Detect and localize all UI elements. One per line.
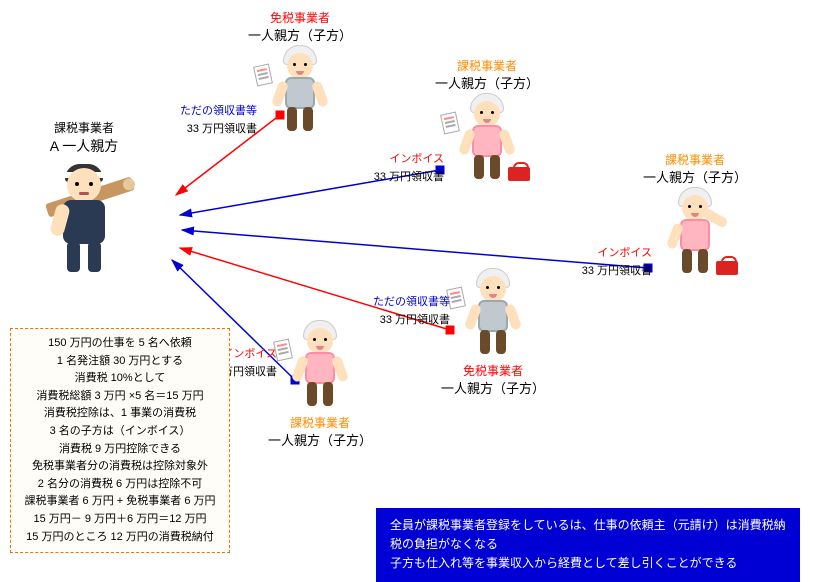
doc-type: インボイス bbox=[582, 244, 652, 260]
worker-doc: インボイス 33 万円領収書 bbox=[374, 148, 444, 184]
boss-status: 課税事業者 bbox=[39, 120, 129, 137]
infobox-line: 2 名分の消費税 6 万円は控除不可 bbox=[15, 476, 225, 494]
worker-status: 免税事業者 bbox=[418, 363, 568, 380]
worker-doc: ただの領収書等 33 万円領収書 bbox=[180, 100, 257, 136]
doc-type: ただの領収書等 bbox=[373, 293, 450, 309]
calculation-infobox: 150 万円の仕事を 5 名へ依頼1 名発注額 30 万円とする消費税 10%と… bbox=[10, 328, 230, 553]
infobox-line: 15 万円－ 9 万円＋6 万円＝12 万円 bbox=[15, 511, 225, 529]
worker-figure bbox=[285, 320, 355, 410]
worker-node-w4: ただの領収書等 33 万円領収書 免税事業者 一人親方（子方） bbox=[418, 268, 568, 398]
worker-status: 課税事業者 bbox=[620, 152, 770, 169]
infobox-line: 消費税 9 万円控除できる bbox=[15, 441, 225, 459]
footer-line: 子方も仕入れ等を事業収入から経費として差し引くことができる bbox=[390, 554, 786, 573]
boss-name: A 一人親方 bbox=[39, 137, 129, 157]
worker-figure bbox=[265, 45, 335, 135]
worker-figure bbox=[452, 93, 522, 183]
receipt-amount: 33 万円領収書 bbox=[180, 120, 257, 136]
infobox-line: 3 名の子方は（インボイス） bbox=[15, 423, 225, 441]
worker-title: 一人親方（子方） bbox=[418, 380, 568, 398]
infobox-line: 15 万円のところ 12 万円の消費税納付 bbox=[15, 529, 225, 547]
worker-title: 一人親方（子方） bbox=[225, 27, 375, 45]
infobox-line: 免税事業者分の消費税は控除対象外 bbox=[15, 458, 225, 476]
worker-status: 課税事業者 bbox=[412, 58, 562, 75]
worker-figure bbox=[458, 268, 528, 358]
receipt-amount: 33 万円領収書 bbox=[582, 262, 652, 278]
worker-node-w3: 課税事業者 一人親方（子方） インボイス 33 万円領収書 bbox=[620, 152, 770, 282]
worker-status: 課税事業者 bbox=[245, 415, 395, 432]
worker-node-w5: インボイス 33 万円領収書 課税事業者 一人親方（子方） bbox=[245, 320, 395, 450]
worker-title: 一人親方（子方） bbox=[412, 75, 562, 93]
infobox-line: 課税事業者 6 万円 + 免税事業者 6 万円 bbox=[15, 493, 225, 511]
worker-node-w1: 免税事業者 一人親方（子方） ただの領収書等 33 万円領収書 bbox=[225, 10, 375, 140]
worker-title: 一人親方（子方） bbox=[620, 169, 770, 187]
infobox-line: 消費税 10%として bbox=[15, 370, 225, 388]
arrow-w3 bbox=[182, 230, 648, 268]
worker-title: 一人親方（子方） bbox=[245, 432, 395, 450]
worker-figure bbox=[660, 187, 730, 277]
doc-type: ただの領収書等 bbox=[180, 102, 257, 118]
infobox-line: 150 万円の仕事を 5 名へ依頼 bbox=[15, 335, 225, 353]
boss-node: 課税事業者 A 一人親方 bbox=[39, 120, 129, 281]
boss-figure bbox=[39, 156, 129, 276]
worker-status: 免税事業者 bbox=[225, 10, 375, 27]
worker-node-w2: 課税事業者 一人親方（子方） インボイス 33 万円領収書 bbox=[412, 58, 562, 188]
infobox-line: 1 名発注額 30 万円とする bbox=[15, 353, 225, 371]
doc-type: インボイス bbox=[374, 150, 444, 166]
footer-line: 全員が課税事業者登録をしているは、仕事の依頼主（元請け）は消費税納税の負担がなく… bbox=[390, 516, 786, 554]
infobox-line: 消費税控除は、1 事業の消費税 bbox=[15, 405, 225, 423]
worker-doc: インボイス 33 万円領収書 bbox=[582, 242, 652, 278]
infobox-line: 消費税総額 3 万円 ×5 名＝15 万円 bbox=[15, 388, 225, 406]
footer-note: 全員が課税事業者登録をしているは、仕事の依頼主（元請け）は消費税納税の負担がなく… bbox=[376, 508, 800, 582]
receipt-amount: 33 万円領収書 bbox=[374, 168, 444, 184]
